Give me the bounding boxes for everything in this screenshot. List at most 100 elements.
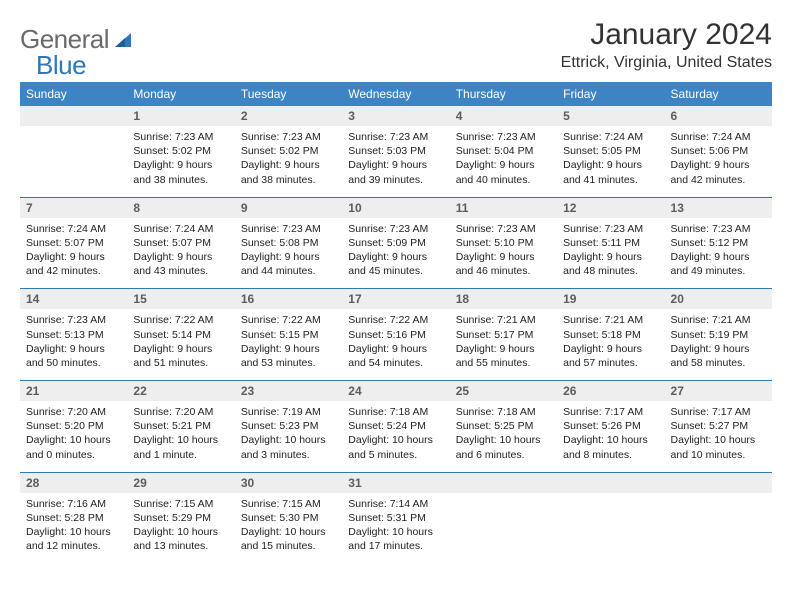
day-number-cell: 9	[235, 198, 342, 218]
daylight-text: Daylight: 9 hours	[26, 250, 121, 264]
day-detail-cell: Sunrise: 7:24 AMSunset: 5:05 PMDaylight:…	[557, 126, 664, 197]
day-detail-cell	[665, 493, 772, 564]
sunset-text: Sunset: 5:30 PM	[241, 511, 336, 525]
sunrise-text: Sunrise: 7:23 AM	[563, 222, 658, 236]
sunset-text: Sunset: 5:29 PM	[133, 511, 228, 525]
day-number-cell: 17	[342, 289, 449, 309]
day-detail-cell: Sunrise: 7:22 AMSunset: 5:14 PMDaylight:…	[127, 309, 234, 380]
day-number-cell: 10	[342, 198, 449, 218]
sunset-text: Sunset: 5:02 PM	[133, 144, 228, 158]
daylight-text: Daylight: 9 hours	[563, 342, 658, 356]
sunset-text: Sunset: 5:07 PM	[26, 236, 121, 250]
sunrise-text: Sunrise: 7:24 AM	[26, 222, 121, 236]
daylight-text: and 41 minutes.	[563, 173, 658, 187]
sunrise-text: Sunrise: 7:22 AM	[241, 313, 336, 327]
daylight-text: and 43 minutes.	[133, 264, 228, 278]
day-detail-cell: Sunrise: 7:22 AMSunset: 5:15 PMDaylight:…	[235, 309, 342, 380]
day-detail-cell: Sunrise: 7:15 AMSunset: 5:30 PMDaylight:…	[235, 493, 342, 564]
sunrise-text: Sunrise: 7:23 AM	[348, 130, 443, 144]
sunrise-text: Sunrise: 7:22 AM	[133, 313, 228, 327]
day-number-cell	[665, 473, 772, 493]
day-number-cell: 12	[557, 198, 664, 218]
dow-wed: Wednesday	[342, 82, 449, 106]
day-number-cell: 3	[342, 106, 449, 126]
day-number-cell: 27	[665, 381, 772, 401]
sunset-text: Sunset: 5:05 PM	[563, 144, 658, 158]
day-detail-cell: Sunrise: 7:14 AMSunset: 5:31 PMDaylight:…	[342, 493, 449, 564]
day-number-cell	[20, 106, 127, 126]
daylight-text: and 46 minutes.	[456, 264, 551, 278]
sunrise-text: Sunrise: 7:15 AM	[241, 497, 336, 511]
day-detail-cell: Sunrise: 7:17 AMSunset: 5:27 PMDaylight:…	[665, 401, 772, 472]
sunrise-text: Sunrise: 7:15 AM	[133, 497, 228, 511]
sunrise-text: Sunrise: 7:24 AM	[563, 130, 658, 144]
sunset-text: Sunset: 5:14 PM	[133, 328, 228, 342]
daylight-text: and 42 minutes.	[26, 264, 121, 278]
day-detail-cell: Sunrise: 7:15 AMSunset: 5:29 PMDaylight:…	[127, 493, 234, 564]
sunrise-text: Sunrise: 7:21 AM	[456, 313, 551, 327]
day-detail-cell: Sunrise: 7:24 AMSunset: 5:06 PMDaylight:…	[665, 126, 772, 197]
day-number-cell: 16	[235, 289, 342, 309]
daylight-text: and 55 minutes.	[456, 356, 551, 370]
daylight-text: and 10 minutes.	[671, 448, 766, 462]
daylight-text: Daylight: 10 hours	[133, 433, 228, 447]
day-detail-cell: Sunrise: 7:23 AMSunset: 5:03 PMDaylight:…	[342, 126, 449, 197]
sunrise-text: Sunrise: 7:23 AM	[241, 222, 336, 236]
month-title: January 2024	[561, 18, 772, 52]
sunrise-text: Sunrise: 7:18 AM	[348, 405, 443, 419]
sunset-text: Sunset: 5:15 PM	[241, 328, 336, 342]
daylight-text: and 45 minutes.	[348, 264, 443, 278]
sunset-text: Sunset: 5:18 PM	[563, 328, 658, 342]
sunrise-text: Sunrise: 7:18 AM	[456, 405, 551, 419]
location: Ettrick, Virginia, United States	[561, 54, 772, 72]
day-number-cell: 30	[235, 473, 342, 493]
sunrise-text: Sunrise: 7:23 AM	[133, 130, 228, 144]
daylight-text: and 44 minutes.	[241, 264, 336, 278]
day-number-cell	[450, 473, 557, 493]
day-number-cell: 2	[235, 106, 342, 126]
day-detail-cell: Sunrise: 7:21 AMSunset: 5:18 PMDaylight:…	[557, 309, 664, 380]
day-detail-cell: Sunrise: 7:18 AMSunset: 5:25 PMDaylight:…	[450, 401, 557, 472]
daylight-text: Daylight: 9 hours	[241, 250, 336, 264]
daylight-text: and 51 minutes.	[133, 356, 228, 370]
sunrise-text: Sunrise: 7:16 AM	[26, 497, 121, 511]
day-detail-cell: Sunrise: 7:24 AMSunset: 5:07 PMDaylight:…	[20, 218, 127, 289]
sunrise-text: Sunrise: 7:21 AM	[671, 313, 766, 327]
daylight-text: Daylight: 10 hours	[671, 433, 766, 447]
daylight-text: and 13 minutes.	[133, 539, 228, 553]
daylight-text: Daylight: 10 hours	[26, 525, 121, 539]
sunset-text: Sunset: 5:04 PM	[456, 144, 551, 158]
title-block: January 2024 Ettrick, Virginia, United S…	[561, 18, 772, 78]
daylight-text: and 42 minutes.	[671, 173, 766, 187]
sunrise-text: Sunrise: 7:22 AM	[348, 313, 443, 327]
daylight-text: Daylight: 9 hours	[133, 342, 228, 356]
day-number-cell: 4	[450, 106, 557, 126]
sunrise-text: Sunrise: 7:20 AM	[133, 405, 228, 419]
sunset-text: Sunset: 5:08 PM	[241, 236, 336, 250]
day-number-cell: 5	[557, 106, 664, 126]
sunset-text: Sunset: 5:09 PM	[348, 236, 443, 250]
day-number-cell: 24	[342, 381, 449, 401]
sunset-text: Sunset: 5:16 PM	[348, 328, 443, 342]
daylight-text: Daylight: 9 hours	[671, 250, 766, 264]
daylight-text: and 53 minutes.	[241, 356, 336, 370]
day-detail-cell: Sunrise: 7:22 AMSunset: 5:16 PMDaylight:…	[342, 309, 449, 380]
header: General Blue January 2024 Ettrick, Virgi…	[20, 18, 772, 78]
dow-thu: Thursday	[450, 82, 557, 106]
daylight-text: Daylight: 9 hours	[671, 342, 766, 356]
daylight-text: Daylight: 9 hours	[456, 250, 551, 264]
daylight-text: and 17 minutes.	[348, 539, 443, 553]
daylight-text: and 40 minutes.	[456, 173, 551, 187]
day-detail-cell: Sunrise: 7:24 AMSunset: 5:07 PMDaylight:…	[127, 218, 234, 289]
day-detail-cell: Sunrise: 7:23 AMSunset: 5:12 PMDaylight:…	[665, 218, 772, 289]
sunset-text: Sunset: 5:13 PM	[26, 328, 121, 342]
day-number-cell: 26	[557, 381, 664, 401]
day-detail-cell: Sunrise: 7:23 AMSunset: 5:04 PMDaylight:…	[450, 126, 557, 197]
detail-row: Sunrise: 7:24 AMSunset: 5:07 PMDaylight:…	[20, 218, 772, 289]
sunset-text: Sunset: 5:21 PM	[133, 419, 228, 433]
daylight-text: Daylight: 9 hours	[563, 158, 658, 172]
daylight-text: and 54 minutes.	[348, 356, 443, 370]
daynum-row: 78910111213	[20, 198, 772, 218]
detail-row: Sunrise: 7:23 AMSunset: 5:13 PMDaylight:…	[20, 309, 772, 380]
dow-sun: Sunday	[20, 82, 127, 106]
